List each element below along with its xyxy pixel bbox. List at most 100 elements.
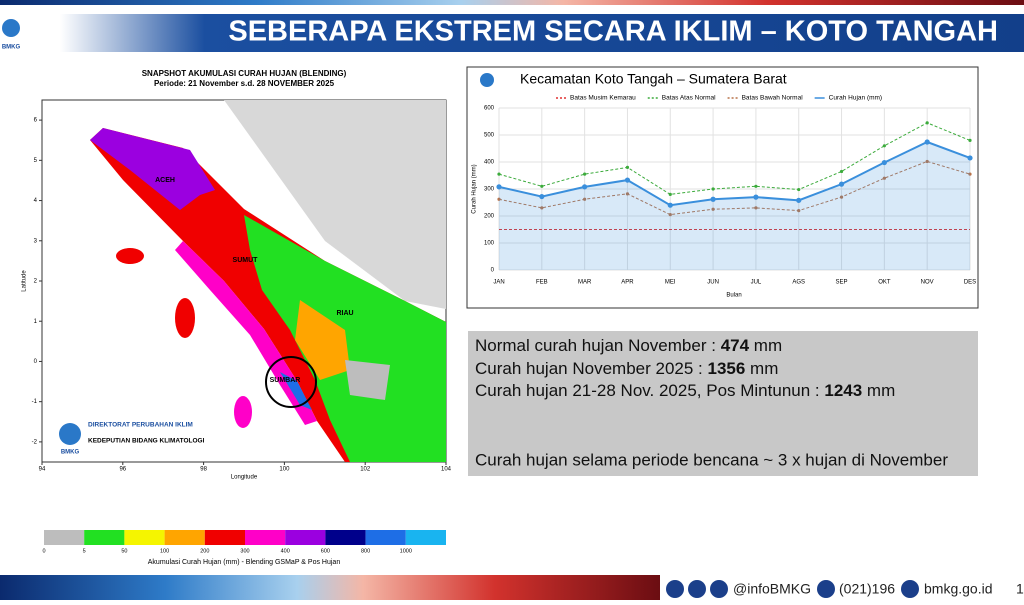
x-tick-label: JUL bbox=[751, 280, 762, 286]
icon-facebook[interactable] bbox=[688, 580, 706, 598]
x-tick-label: 98 bbox=[200, 467, 207, 473]
rain-gray bbox=[345, 360, 390, 400]
rain-purple bbox=[90, 128, 215, 210]
legend-label: Batas Bawah Normal bbox=[742, 95, 804, 102]
org-logo-text: BMKG bbox=[61, 450, 80, 456]
colorbar-tick-label: 800 bbox=[361, 548, 370, 554]
y-tick-label: 100 bbox=[484, 241, 495, 247]
info-unit: mm bbox=[754, 336, 782, 355]
legend-label: Batas Atas Normal bbox=[662, 95, 716, 102]
point bbox=[625, 165, 630, 169]
x-tick-label: APR bbox=[621, 280, 634, 286]
x-tick-label: AGS bbox=[792, 280, 805, 286]
org-line: DIREKTORAT PERUBAHAN IKLIM bbox=[88, 422, 193, 429]
colorbar-tick-label: 300 bbox=[240, 548, 249, 554]
y-tick-label: 600 bbox=[484, 106, 495, 112]
info-value: 474 bbox=[721, 336, 750, 355]
x-tick-label: 104 bbox=[441, 467, 452, 473]
info-line: Curah hujan November 2025 : 1356 mm bbox=[475, 359, 778, 378]
y-tick-label: 200 bbox=[484, 214, 495, 220]
colorbar-tick-label: 600 bbox=[321, 548, 330, 554]
colorbar-label: Akumulasi Curah Hujan (mm) - Blending GS… bbox=[148, 559, 341, 566]
y-tick-label: 6 bbox=[34, 118, 38, 124]
colorbar-tick-label: 200 bbox=[200, 548, 209, 554]
point bbox=[754, 206, 758, 210]
icon-instagram[interactable] bbox=[666, 580, 684, 598]
point bbox=[796, 197, 802, 203]
rain-blue bbox=[280, 372, 312, 410]
point bbox=[967, 155, 973, 161]
info-box bbox=[468, 331, 978, 476]
info-unit: mm bbox=[867, 381, 895, 400]
map-title: SNAPSHOT AKUMULASI CURAH HUJAN (BLENDING… bbox=[142, 69, 347, 78]
y-tick-label: 300 bbox=[484, 187, 495, 193]
point bbox=[753, 194, 759, 200]
icon-x[interactable] bbox=[710, 580, 728, 598]
colorbar-segment bbox=[164, 530, 205, 545]
logo-text: BMKG bbox=[2, 45, 21, 51]
colorbar-segment bbox=[365, 530, 406, 545]
region-label: ACEH bbox=[155, 177, 175, 184]
footer-web[interactable]: bmkg.go.id bbox=[924, 581, 992, 597]
point bbox=[710, 196, 716, 202]
point bbox=[968, 138, 972, 142]
island bbox=[175, 298, 195, 338]
y-tick-label: 0 bbox=[34, 359, 38, 365]
info-line: Curah hujan 21-28 Nov. 2025, Pos Mintunu… bbox=[475, 381, 895, 400]
colorbar-segment bbox=[285, 530, 326, 545]
x-tick-label: MAR bbox=[578, 280, 592, 286]
page-number: 1 bbox=[1016, 581, 1024, 597]
point bbox=[882, 176, 886, 180]
x-tick-label: 102 bbox=[360, 467, 371, 473]
region-label: SUMBAR bbox=[270, 377, 301, 384]
y-axis-label: Latitude bbox=[22, 270, 28, 292]
x-tick-label: FEB bbox=[536, 280, 548, 286]
legend-label: Batas Musim Kemarau bbox=[570, 95, 636, 102]
point bbox=[925, 121, 929, 125]
island bbox=[116, 248, 144, 264]
x-tick-label: 96 bbox=[119, 467, 126, 473]
footer-phone: (021)196 bbox=[839, 581, 895, 597]
colorbar-segment bbox=[44, 530, 85, 545]
icon-phone bbox=[817, 580, 835, 598]
x-tick-label: JAN bbox=[493, 280, 504, 286]
x-tick-label: 100 bbox=[279, 467, 290, 473]
point bbox=[582, 184, 588, 190]
point bbox=[711, 187, 715, 191]
point bbox=[711, 207, 715, 211]
colorbar-segment bbox=[84, 530, 125, 545]
top-stripes bbox=[0, 0, 1024, 5]
x-tick-label: MEI bbox=[665, 280, 676, 286]
org-logo bbox=[59, 423, 81, 445]
point bbox=[797, 209, 801, 213]
y-tick-label: 4 bbox=[34, 198, 38, 204]
area bbox=[499, 142, 970, 270]
colorbar-tick-label: 0 bbox=[42, 548, 45, 554]
point bbox=[668, 213, 672, 217]
x-tick-label: SEP bbox=[836, 280, 848, 286]
info-unit: mm bbox=[750, 359, 778, 378]
colorbar-tick-label: 100 bbox=[160, 548, 169, 554]
y-tick-label: 0 bbox=[491, 268, 495, 274]
colorbar-segment bbox=[325, 530, 366, 545]
point bbox=[925, 159, 929, 164]
highlight-circle bbox=[265, 356, 317, 408]
info-value: 1356 bbox=[707, 359, 745, 378]
colorbar-segment bbox=[124, 530, 165, 545]
rain-orange bbox=[295, 300, 350, 380]
y-tick-label: 5 bbox=[34, 158, 38, 164]
org-line: KEDEPUTIAN BIDANG KLIMATOLOGI bbox=[88, 438, 205, 445]
footer-social: @infoBMKG bbox=[733, 581, 811, 597]
chart: 0 100 200 300 400 500 600 JAN FEB MAR APR MEI JUN JUL… bbox=[484, 95, 976, 286]
y-tick-label: 400 bbox=[484, 160, 495, 166]
colorbar-tick-label: 5 bbox=[83, 548, 86, 554]
point bbox=[625, 192, 630, 196]
x-tick-label: JUN bbox=[707, 280, 719, 286]
chart-title: Kecamatan Koto Tangah – Sumatera Barat bbox=[520, 71, 787, 87]
y-tick-label: -1 bbox=[32, 399, 38, 405]
info-value: 1243 bbox=[824, 381, 862, 400]
x-axis-label: Longitude bbox=[231, 475, 258, 481]
y-axis-label: Curah Hujan (mm) bbox=[472, 164, 478, 213]
line bbox=[498, 122, 971, 195]
